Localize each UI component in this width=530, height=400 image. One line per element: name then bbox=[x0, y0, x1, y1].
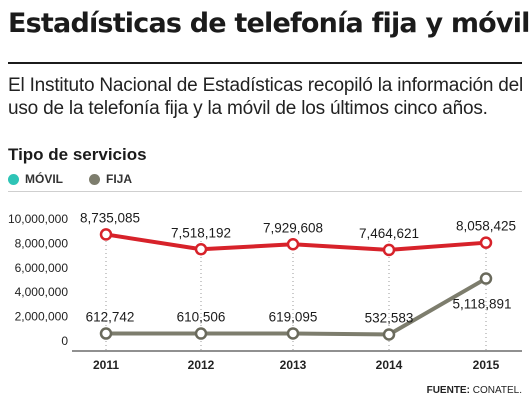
source-note: FUENTE: CONATEL. bbox=[427, 385, 522, 396]
y-tick-label: 8,000,000 bbox=[15, 236, 69, 250]
legend: MÓVIL FIJA bbox=[8, 172, 132, 186]
data-label: 8,058,425 bbox=[456, 219, 516, 234]
data-label: 532,583 bbox=[365, 311, 414, 326]
data-point bbox=[286, 327, 300, 340]
chart-title: Estadísticas de telefonía fija y móvil bbox=[8, 8, 530, 39]
data-point bbox=[479, 272, 493, 285]
y-tick-label: 6,000,000 bbox=[15, 261, 69, 275]
data-label: 619,095 bbox=[269, 309, 318, 324]
data-label: 7,929,608 bbox=[263, 220, 323, 235]
data-point bbox=[479, 236, 493, 249]
data-point bbox=[99, 228, 113, 241]
chart-subtitle: Tipo de servicios bbox=[8, 145, 147, 164]
legend-swatch-movil bbox=[8, 173, 19, 185]
data-point bbox=[286, 238, 300, 251]
data-label: 612,742 bbox=[86, 310, 135, 325]
source-value: CONATEL. bbox=[472, 385, 522, 396]
y-tick-label: 2,000,000 bbox=[15, 310, 69, 324]
legend-swatch-fija bbox=[89, 173, 100, 185]
legend-item-fija: FIJA bbox=[89, 172, 132, 186]
x-tick-label: 2012 bbox=[188, 358, 215, 372]
data-label: 7,464,621 bbox=[359, 226, 419, 241]
y-tick-label: 0 bbox=[61, 334, 68, 348]
x-tick-label: 2013 bbox=[280, 358, 307, 372]
data-point bbox=[194, 327, 208, 340]
title-divider bbox=[8, 62, 522, 64]
data-point bbox=[194, 243, 208, 256]
legend-item-movil: MÓVIL bbox=[8, 172, 63, 186]
x-tick-label: 2014 bbox=[376, 358, 403, 372]
data-point bbox=[382, 243, 396, 257]
source-label: FUENTE: bbox=[426, 385, 470, 396]
y-tick-label: 4,000,000 bbox=[15, 285, 69, 299]
legend-divider bbox=[8, 191, 522, 192]
line-chart: 10,000,000 8,000,000 6,000,000 4,000,000 2,0… bbox=[8, 210, 522, 372]
x-tick-label: 2015 bbox=[473, 358, 500, 372]
intro-text: El Instituto Nacional de Estadísticas re… bbox=[8, 75, 524, 119]
data-label: 610,506 bbox=[177, 310, 226, 325]
series-line-fija bbox=[105, 276, 487, 337]
data-point bbox=[99, 327, 113, 340]
y-tick-label: 10,000,000 bbox=[8, 212, 68, 226]
chart-area: 10,000,000 8,000,000 6,000,000 4,000,000 2,0… bbox=[8, 191, 524, 381]
x-tick-label: 2011 bbox=[93, 358, 119, 372]
legend-label-fija: FIJA bbox=[106, 172, 133, 186]
data-point bbox=[382, 328, 396, 341]
data-label: 5,118,891 bbox=[452, 297, 511, 312]
legend-label-movil: MÓVIL bbox=[25, 172, 63, 186]
data-label: 7,518,192 bbox=[171, 225, 231, 240]
data-label: 8,735,085 bbox=[80, 210, 140, 225]
